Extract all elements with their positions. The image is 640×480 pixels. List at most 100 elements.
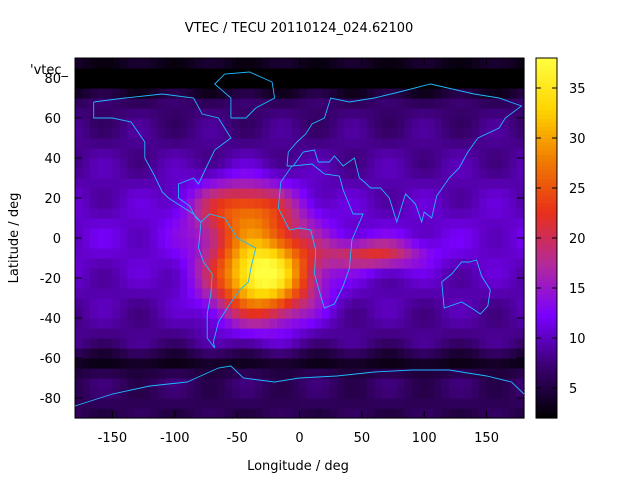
- heatmap-cell: [381, 408, 390, 419]
- heatmap-cell: [351, 188, 360, 199]
- heatmap-cell: [164, 98, 173, 109]
- heatmap-cell: [426, 148, 435, 159]
- colorbar-segment: [536, 202, 557, 207]
- heatmap-cell: [351, 308, 360, 319]
- heatmap-cell: [142, 68, 151, 79]
- colorbar-segment: [536, 402, 557, 407]
- heatmap-cell: [202, 158, 211, 169]
- heatmap-cell: [262, 398, 271, 409]
- heatmap-cell: [404, 118, 413, 129]
- heatmap-cell: [434, 358, 443, 369]
- heatmap-cell: [134, 218, 143, 229]
- heatmap-cell: [202, 58, 211, 69]
- heatmap-cell: [157, 108, 166, 119]
- heatmap-cell: [471, 158, 480, 169]
- heatmap-cell: [239, 178, 248, 189]
- heatmap-cell: [232, 208, 241, 219]
- heatmap-cell: [134, 158, 143, 169]
- heatmap-cell: [164, 258, 173, 269]
- heatmap-cell: [374, 178, 383, 189]
- heatmap-cell: [97, 368, 106, 379]
- heatmap-cell: [426, 238, 435, 249]
- heatmap-cell: [516, 128, 525, 139]
- heatmap-cell: [104, 328, 114, 339]
- heatmap-cell: [224, 158, 233, 169]
- heatmap-cell: [82, 308, 91, 319]
- heatmap-cell: [187, 218, 196, 229]
- heatmap-cell: [194, 158, 203, 169]
- heatmap-cell: [149, 328, 158, 339]
- heatmap-cell: [149, 398, 158, 409]
- heatmap-cell: [194, 58, 203, 69]
- heatmap-cell: [299, 258, 308, 269]
- heatmap-cell: [269, 358, 278, 369]
- heatmap-cell: [217, 98, 226, 109]
- heatmap-cell: [142, 288, 151, 299]
- y-tick-label: 0: [53, 232, 61, 247]
- heatmap-cell: [179, 368, 188, 379]
- heatmap-cell: [292, 378, 301, 389]
- heatmap-cell: [217, 408, 226, 419]
- heatmap-cell: [119, 238, 128, 249]
- heatmap-cell: [411, 168, 420, 179]
- heatmap-cell: [232, 158, 241, 169]
- heatmap-cell: [344, 78, 353, 89]
- heatmap-cell: [299, 158, 308, 169]
- heatmap-cell: [516, 208, 525, 219]
- heatmap-cell: [516, 378, 525, 389]
- y-tick-label: 80: [44, 72, 61, 87]
- heatmap-cell: [187, 398, 196, 409]
- heatmap-cell: [381, 288, 390, 299]
- heatmap-cell: [194, 98, 203, 109]
- heatmap-cell: [187, 58, 196, 69]
- heatmap-cell: [501, 108, 510, 119]
- heatmap-cell: [179, 338, 188, 349]
- heatmap-cell: [119, 158, 128, 169]
- heatmap-cell: [389, 408, 398, 419]
- heatmap-cell: [419, 108, 428, 119]
- colorbar-segment: [536, 98, 557, 103]
- heatmap-cell: [471, 178, 480, 189]
- heatmap-cell: [321, 188, 331, 199]
- heatmap-cell: [389, 338, 398, 349]
- heatmap-cell: [501, 248, 510, 259]
- heatmap-cell: [374, 108, 383, 119]
- heatmap-cell: [501, 308, 510, 319]
- heatmap-cell: [142, 208, 151, 219]
- heatmap-cell: [344, 308, 353, 319]
- heatmap-cell: [232, 258, 241, 269]
- heatmap-cell: [404, 308, 413, 319]
- heatmap-cell: [112, 178, 121, 189]
- heatmap-cell: [501, 208, 510, 219]
- heatmap-cell: [471, 78, 480, 89]
- heatmap-cell: [82, 368, 91, 379]
- colorbar-segment: [536, 390, 557, 395]
- heatmap-cell: [82, 128, 91, 139]
- heatmap-cell: [351, 168, 360, 179]
- heatmap-cell: [314, 218, 323, 229]
- heatmap-cell: [329, 348, 338, 359]
- heatmap-cell: [434, 148, 443, 159]
- heatmap-cell: [299, 228, 308, 239]
- heatmap-cell: [187, 208, 196, 219]
- heatmap-cell: [299, 308, 308, 319]
- heatmap-cell: [471, 348, 480, 359]
- heatmap-cell: [254, 108, 263, 119]
- heatmap-cell: [411, 408, 420, 419]
- y-tick-label: -40: [40, 312, 61, 327]
- heatmap-cell: [292, 328, 301, 339]
- heatmap-cell: [344, 158, 353, 169]
- heatmap-cell: [134, 278, 143, 289]
- heatmap-cell: [404, 318, 413, 329]
- heatmap-cell: [239, 338, 248, 349]
- heatmap-cell: [75, 228, 84, 239]
- heatmap-cell: [359, 388, 368, 399]
- heatmap-cell: [501, 268, 510, 279]
- heatmap-cell: [389, 78, 398, 89]
- heatmap-cell: [374, 58, 383, 69]
- heatmap-cell: [479, 278, 488, 289]
- heatmap-cell: [75, 98, 84, 109]
- heatmap-cell: [449, 348, 458, 359]
- heatmap-cell: [247, 388, 256, 399]
- heatmap-cell: [299, 88, 308, 99]
